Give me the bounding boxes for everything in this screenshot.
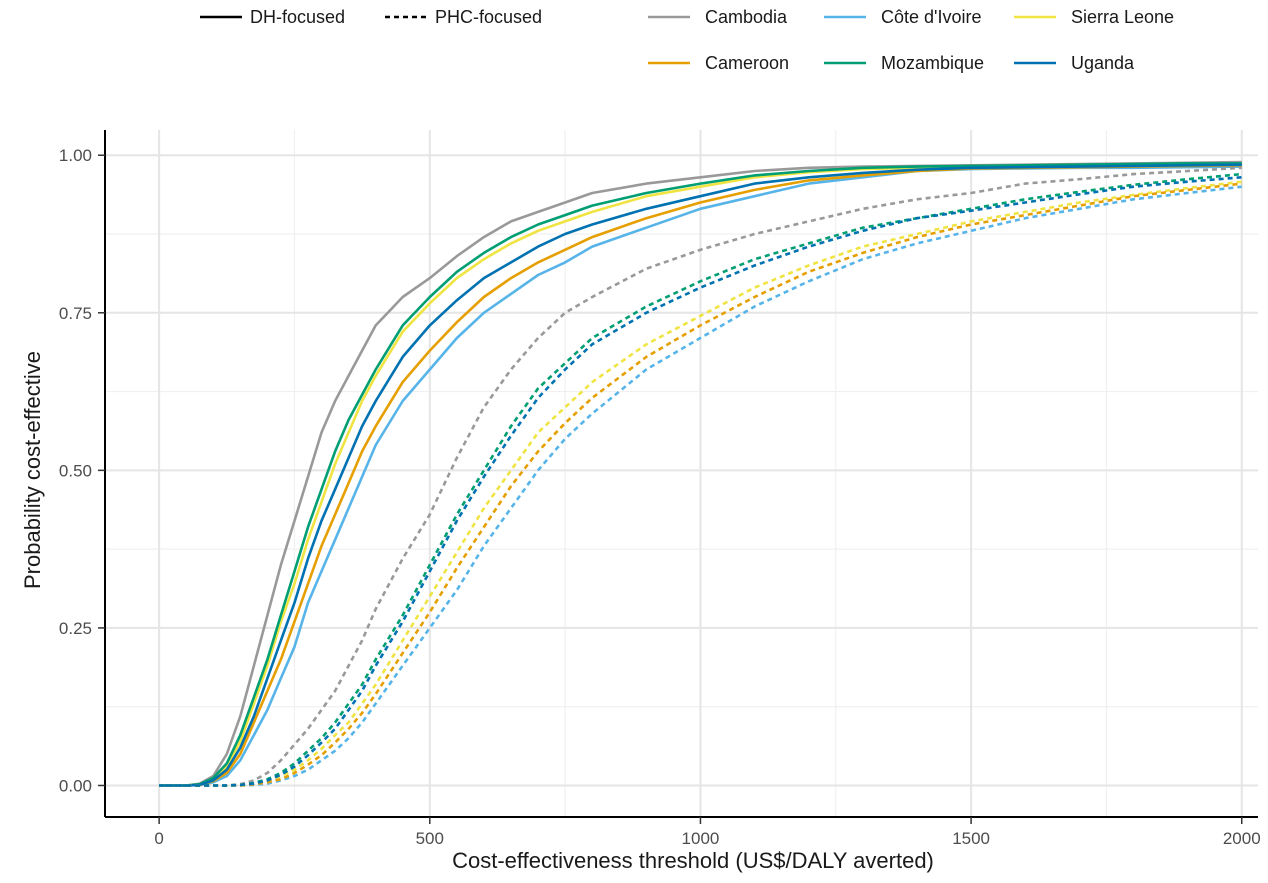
series-layer xyxy=(159,160,1242,787)
legend-label-sierra-leone: Sierra Leone xyxy=(1071,7,1174,27)
series-line-uganda-phc xyxy=(159,176,1242,787)
x-tick-label: 2000 xyxy=(1223,829,1261,848)
series-line-mozambique-dh xyxy=(159,162,1242,787)
legend: DH-focused PHC-focused Cambodia Côte d'Ivoi… xyxy=(200,7,1174,73)
grid xyxy=(105,130,1258,817)
axes: 0 500 1000 1500 2000 0.00 0.25 0.50 0.75 1.00 xyxy=(59,130,1261,848)
y-tick-label: 0.50 xyxy=(59,461,92,480)
legend-label-mozambique: Mozambique xyxy=(881,53,984,73)
x-tick-label: 0 xyxy=(154,829,163,848)
legend-label-cameroon: Cameroon xyxy=(705,53,789,73)
series-line-cambodia-phc xyxy=(159,166,1242,787)
x-tick-label: 1000 xyxy=(682,829,720,848)
x-tick-label: 1500 xyxy=(952,829,990,848)
y-axis-title: Probability cost-effective xyxy=(20,351,45,589)
y-tick-label: 0.75 xyxy=(59,304,92,323)
series-line-uganda-dh xyxy=(159,163,1242,787)
y-tick-label: 1.00 xyxy=(59,146,92,165)
y-tick-label: 0.25 xyxy=(59,619,92,638)
y-tick-label: 0.00 xyxy=(59,776,92,795)
legend-label-phc-focused: PHC-focused xyxy=(435,7,542,27)
legend-label-dh-focused: DH-focused xyxy=(250,7,345,27)
legend-label-cambodia: Cambodia xyxy=(705,7,788,27)
legend-label-cote-d-ivoire: Côte d'Ivoire xyxy=(881,7,982,27)
x-tick-label: 500 xyxy=(416,829,444,848)
legend-label-uganda: Uganda xyxy=(1071,53,1135,73)
x-axis-title: Cost-effectiveness threshold (US$/DALY a… xyxy=(452,848,934,873)
